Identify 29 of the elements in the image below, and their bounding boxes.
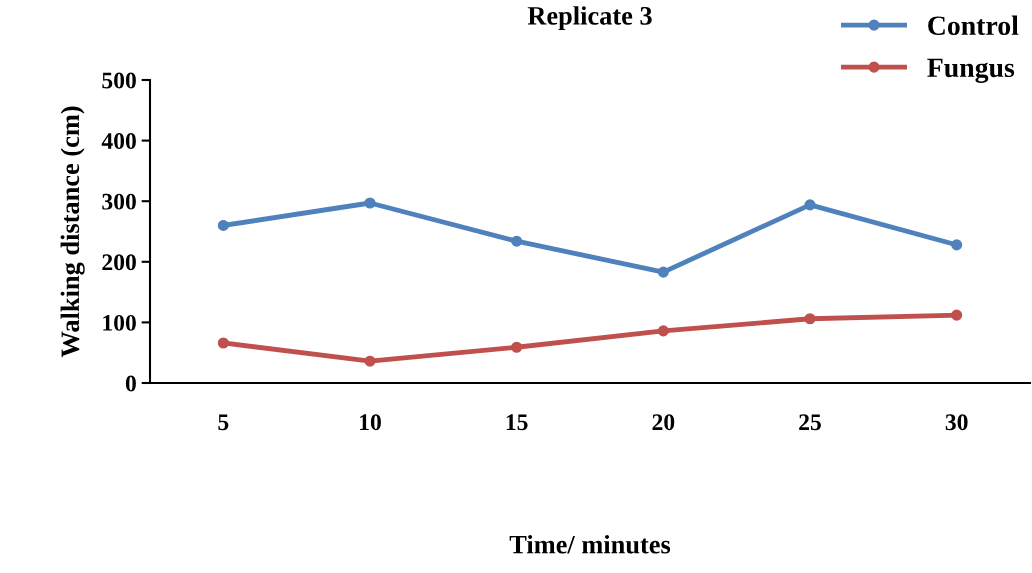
point (364, 355, 376, 367)
y-tick-label: 400 (101, 133, 136, 150)
y-tick-label: 0 (125, 375, 136, 392)
point (364, 197, 376, 209)
point (217, 337, 229, 349)
y-tick-label: 300 (102, 193, 136, 210)
y-axis-title: Walking distance (cm) (60, 106, 85, 358)
x-tick-label: 20 (652, 414, 675, 431)
y-tick-label: 200 (102, 254, 136, 271)
point (511, 341, 523, 353)
x-tick-label: 10 (360, 414, 381, 431)
y-tick-label: 500 (102, 72, 136, 89)
x-axis-title: Time/ minutes (509, 534, 671, 554)
point (511, 235, 523, 247)
point (804, 199, 816, 211)
point (951, 239, 963, 251)
x-tick-label: 25 (799, 414, 821, 431)
x-tick-label: 5 (218, 414, 229, 431)
y-tick-label: 100 (103, 314, 136, 331)
legend-label: Fungus (927, 58, 1015, 83)
legend-label: Control (928, 15, 1019, 36)
point (657, 325, 669, 337)
point (804, 313, 816, 325)
point (217, 219, 229, 231)
point (951, 309, 963, 321)
x-tick-label: 30 (945, 414, 968, 431)
point (657, 266, 669, 278)
x-tick-label: 15 (506, 414, 528, 431)
chart-title: Replicate 3 (527, 6, 652, 31)
